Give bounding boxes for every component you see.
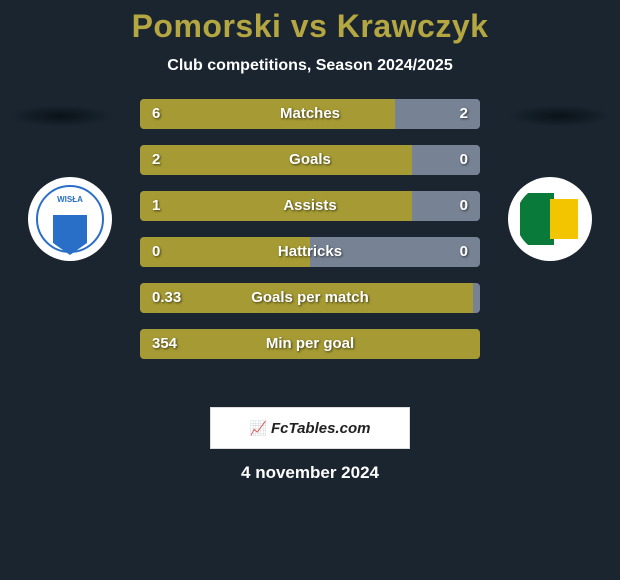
shadow-left — [8, 105, 113, 127]
stat-row-goals-per-match: Goals per match0.33 — [140, 283, 480, 313]
stat-bar-left — [140, 283, 473, 313]
date-label: 4 november 2024 — [0, 463, 620, 483]
stat-row-assists: Assists10 — [140, 191, 480, 221]
stat-bar-right — [473, 283, 480, 313]
stat-row-goals: Goals20 — [140, 145, 480, 175]
team-logo-right — [508, 177, 592, 261]
stat-row-matches: Matches62 — [140, 99, 480, 129]
team-logo-left — [28, 177, 112, 261]
stat-bar-left — [140, 237, 310, 267]
stat-bar-right — [412, 145, 480, 175]
site-logo[interactable]: FcTables.com — [210, 407, 410, 449]
stat-bar-right — [310, 237, 480, 267]
site-logo-text: FcTables.com — [250, 420, 371, 437]
page-title: Pomorski vs Krawczyk — [0, 8, 620, 45]
stat-bar-left — [140, 191, 412, 221]
stat-row-min-per-goal: Min per goal354 — [140, 329, 480, 359]
stat-bar-left — [140, 145, 412, 175]
stat-row-hattricks: Hattricks00 — [140, 237, 480, 267]
stat-bar-left — [140, 329, 480, 359]
page-subtitle: Club competitions, Season 2024/2025 — [0, 57, 620, 75]
shadow-right — [507, 105, 612, 127]
stat-bar-right — [395, 99, 480, 129]
stat-bar-right — [412, 191, 480, 221]
stat-bar-left — [140, 99, 395, 129]
